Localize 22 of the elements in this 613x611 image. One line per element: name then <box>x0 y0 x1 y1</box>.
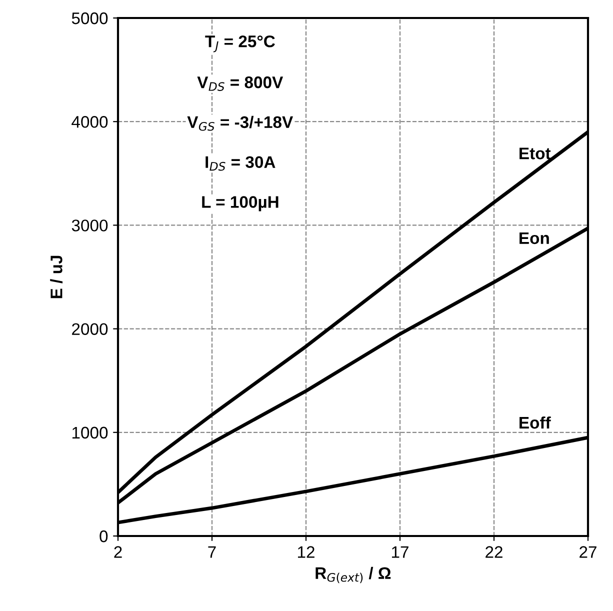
series-label: Eoff <box>520 416 551 429</box>
x-tick-label: 2 <box>114 546 122 558</box>
x-axis-title: R$_{G(ext)}$ / Ω <box>316 566 391 584</box>
annotation: V$_{GS}$ = -3/+18V <box>187 116 294 131</box>
y-tick-label: 4000 <box>72 116 108 128</box>
y-tick-label: 1000 <box>72 426 108 439</box>
series-label: Etot <box>520 148 551 160</box>
x-tick-label: 22 <box>486 546 502 558</box>
annotation: I$_{DS}$ = 30A <box>206 156 276 171</box>
x-tick-label: 17 <box>392 546 408 558</box>
y-tick-label: 2000 <box>72 323 108 336</box>
x-tick-label: 12 <box>298 546 314 558</box>
x-tick-label: 7 <box>208 546 216 558</box>
x-tick-label: 27 <box>580 546 596 558</box>
y-axis-title: E / uJ <box>50 256 63 298</box>
annotation: T$_{J}$ = 25°C <box>205 35 275 52</box>
y-tick-label: 3000 <box>72 220 108 232</box>
annotation: L = 100µH <box>202 196 278 212</box>
y-tick-label: 5000 <box>72 12 108 24</box>
series-label: Eon <box>520 232 549 244</box>
y-tick-label: 0 <box>100 530 108 542</box>
annotation: V$_{DS}$ = 800V <box>197 76 284 91</box>
